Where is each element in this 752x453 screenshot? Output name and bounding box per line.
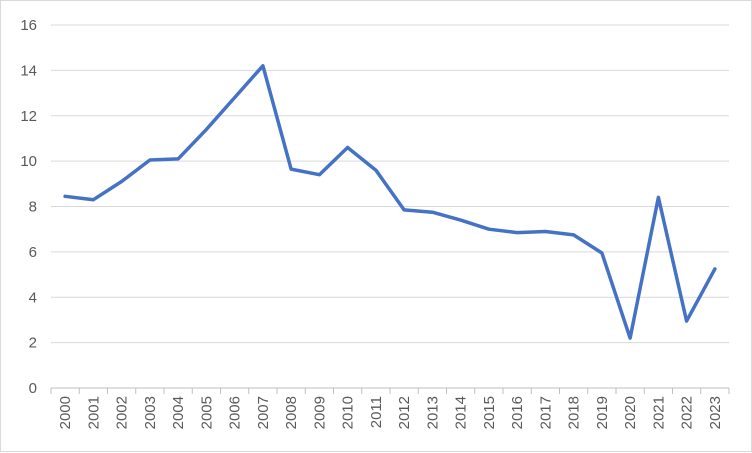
y-tick-label: 6: [29, 244, 37, 261]
x-tick-label: 2011: [368, 396, 385, 428]
x-tick-label: 2008: [283, 396, 300, 429]
x-tick-label: 2006: [227, 396, 244, 429]
series-line: [63, 64, 717, 340]
x-tick-label: 2015: [481, 396, 498, 429]
y-tick-label: 2: [29, 335, 37, 352]
y-tick-label: 14: [20, 62, 37, 79]
data-point: [318, 173, 321, 176]
x-tick-label: 2023: [707, 396, 724, 429]
x-tick-label: 2009: [311, 396, 328, 429]
data-point: [487, 227, 491, 231]
y-tick-label: 4: [29, 289, 37, 306]
data-point: [289, 167, 293, 171]
x-tick-label: 2016: [509, 396, 526, 429]
x-tick-label: 2022: [679, 396, 696, 429]
x-tick-label: 2019: [594, 396, 611, 429]
y-tick-label: 0: [29, 380, 37, 397]
data-point: [63, 195, 67, 198]
data-point: [572, 233, 575, 237]
x-tick-label: 2021: [650, 396, 667, 429]
data-point: [374, 169, 378, 172]
x-tick-label: 2014: [453, 396, 470, 429]
data-point: [120, 180, 123, 183]
x-tick-label: 2017: [537, 396, 554, 429]
y-tick-label: 12: [20, 108, 37, 125]
data-point: [657, 196, 660, 199]
data-point: [515, 231, 519, 234]
x-tick-label: 2012: [396, 396, 413, 429]
data-point: [148, 158, 152, 162]
data-point: [600, 251, 604, 255]
data-point: [431, 210, 434, 214]
data-point: [261, 64, 265, 68]
data-point: [205, 128, 208, 131]
data-point: [628, 336, 632, 340]
x-tick-label: 2007: [255, 396, 272, 429]
x-tick-label: 2018: [566, 396, 583, 429]
data-point: [346, 146, 349, 149]
data-point: [176, 157, 180, 161]
y-tick-label: 16: [20, 17, 37, 34]
y-tick-label: 8: [29, 199, 37, 216]
x-tick-label: 2000: [57, 396, 74, 429]
x-tick-label: 2020: [622, 396, 639, 429]
x-tick-label: 2005: [198, 396, 215, 429]
x-tick-label: 2013: [424, 396, 441, 429]
x-tick-label: 2004: [170, 396, 187, 429]
data-point: [685, 319, 688, 323]
data-point: [713, 267, 717, 271]
data-point: [233, 96, 236, 99]
data-point: [459, 218, 462, 222]
data-point: [544, 230, 547, 233]
x-tick-label: 2001: [85, 396, 102, 429]
data-point: [92, 198, 95, 201]
x-tick-label: 2002: [114, 396, 131, 429]
x-tick-label: 2010: [340, 396, 357, 429]
y-tick-label: 10: [20, 153, 37, 170]
data-point: [402, 208, 406, 212]
x-tick-label: 2003: [142, 396, 159, 429]
